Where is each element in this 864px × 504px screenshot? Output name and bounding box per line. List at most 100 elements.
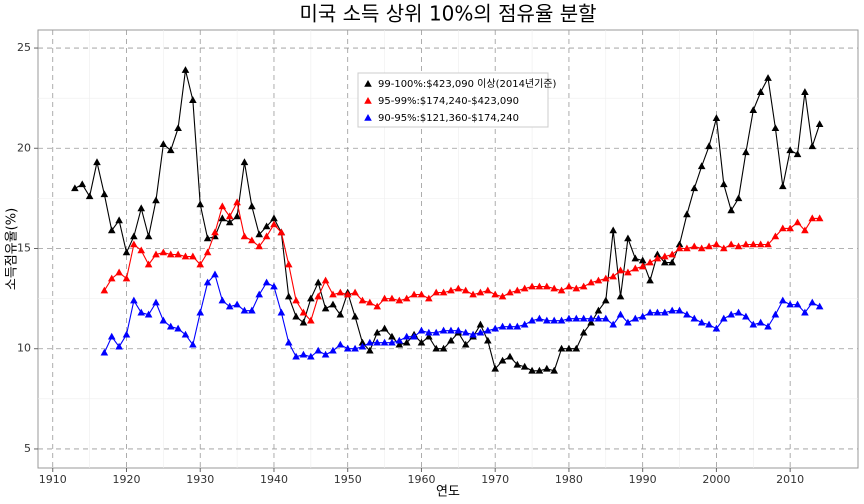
point-marker xyxy=(329,300,337,308)
point-marker xyxy=(203,248,212,256)
point-marker xyxy=(638,256,647,264)
point-marker xyxy=(402,332,411,340)
x-tick-label: 1920 xyxy=(112,473,140,486)
x-tick-label: 2000 xyxy=(702,473,730,486)
point-marker xyxy=(557,316,566,324)
point-marker xyxy=(756,88,765,95)
point-marker xyxy=(498,322,507,330)
point-marker xyxy=(756,318,765,326)
x-tick-label: 1950 xyxy=(334,473,362,486)
point-marker xyxy=(203,234,212,242)
point-marker xyxy=(786,300,794,308)
point-marker xyxy=(705,142,713,150)
point-marker xyxy=(461,328,470,336)
point-marker xyxy=(307,352,315,360)
point-marker xyxy=(299,308,308,316)
legend-marker xyxy=(364,97,372,104)
point-marker xyxy=(646,276,654,284)
point-marker xyxy=(447,286,455,294)
point-marker xyxy=(742,148,750,156)
point-marker xyxy=(742,312,750,320)
point-marker xyxy=(631,314,640,322)
point-marker xyxy=(543,364,551,372)
y-tick-label: 25 xyxy=(17,41,31,54)
legend-label: 90-95%:$121,360-$174,240 xyxy=(378,113,519,124)
point-marker xyxy=(815,214,824,222)
point-marker xyxy=(616,292,625,300)
point-marker xyxy=(808,298,817,306)
point-marker xyxy=(166,146,175,154)
point-marker xyxy=(255,230,264,238)
point-marker xyxy=(778,296,787,304)
point-marker xyxy=(380,294,389,302)
point-marker xyxy=(225,212,234,220)
point-marker xyxy=(550,316,558,324)
point-marker xyxy=(336,340,345,348)
point-marker xyxy=(660,252,669,260)
point-marker xyxy=(771,310,780,318)
point-marker xyxy=(579,282,588,290)
point-marker xyxy=(749,240,758,248)
point-marker xyxy=(587,314,595,322)
point-marker xyxy=(115,268,123,276)
point-marker xyxy=(535,314,544,322)
point-marker xyxy=(653,254,662,262)
y-tick-label: 20 xyxy=(17,141,31,154)
point-marker xyxy=(793,300,802,308)
point-marker xyxy=(196,308,205,316)
legend-box xyxy=(357,72,549,128)
point-marker xyxy=(144,232,153,240)
point-marker xyxy=(107,226,116,234)
point-marker xyxy=(366,338,374,346)
point-marker xyxy=(749,106,758,113)
point-marker xyxy=(609,320,617,328)
point-marker xyxy=(631,254,640,262)
point-marker xyxy=(683,310,691,318)
point-marker xyxy=(498,356,507,364)
point-marker xyxy=(181,66,190,73)
point-marker xyxy=(697,318,706,326)
point-marker xyxy=(248,236,256,244)
point-marker xyxy=(616,310,625,318)
point-marker xyxy=(196,200,205,208)
point-marker xyxy=(712,240,721,248)
point-marker xyxy=(801,88,809,95)
legend: 99-100%:$423,090 이상(2014년기준) 95-99%:$174,… xyxy=(357,72,557,128)
point-marker xyxy=(535,366,544,374)
point-marker xyxy=(189,252,197,260)
point-marker xyxy=(115,342,123,350)
point-marker xyxy=(602,314,610,322)
point-marker xyxy=(299,350,308,358)
point-marker xyxy=(778,224,787,232)
point-marker xyxy=(351,312,359,320)
point-marker xyxy=(712,324,721,332)
point-marker xyxy=(660,308,669,316)
point-marker xyxy=(292,296,300,304)
point-marker xyxy=(801,226,809,234)
point-marker xyxy=(719,244,728,252)
point-marker xyxy=(683,244,691,252)
point-marker xyxy=(624,268,632,276)
point-marker xyxy=(122,330,131,338)
point-marker xyxy=(594,314,603,322)
point-marker xyxy=(727,240,735,248)
point-marker xyxy=(152,196,160,204)
point-marker xyxy=(734,194,743,202)
point-marker xyxy=(461,286,470,294)
point-marker xyxy=(93,158,101,166)
point-marker xyxy=(211,228,219,236)
point-marker xyxy=(513,322,522,330)
point-marker xyxy=(100,286,109,294)
x-axis-title: 연도 xyxy=(436,485,460,500)
point-marker xyxy=(402,338,411,346)
point-marker xyxy=(240,306,249,314)
point-marker xyxy=(137,246,146,254)
x-tick-label: 1940 xyxy=(260,473,288,486)
point-marker xyxy=(432,328,441,336)
point-marker xyxy=(484,336,492,344)
point-marker xyxy=(152,250,160,258)
point-marker xyxy=(336,288,345,296)
x-tick-label: 1990 xyxy=(629,473,657,486)
point-marker xyxy=(697,244,706,252)
